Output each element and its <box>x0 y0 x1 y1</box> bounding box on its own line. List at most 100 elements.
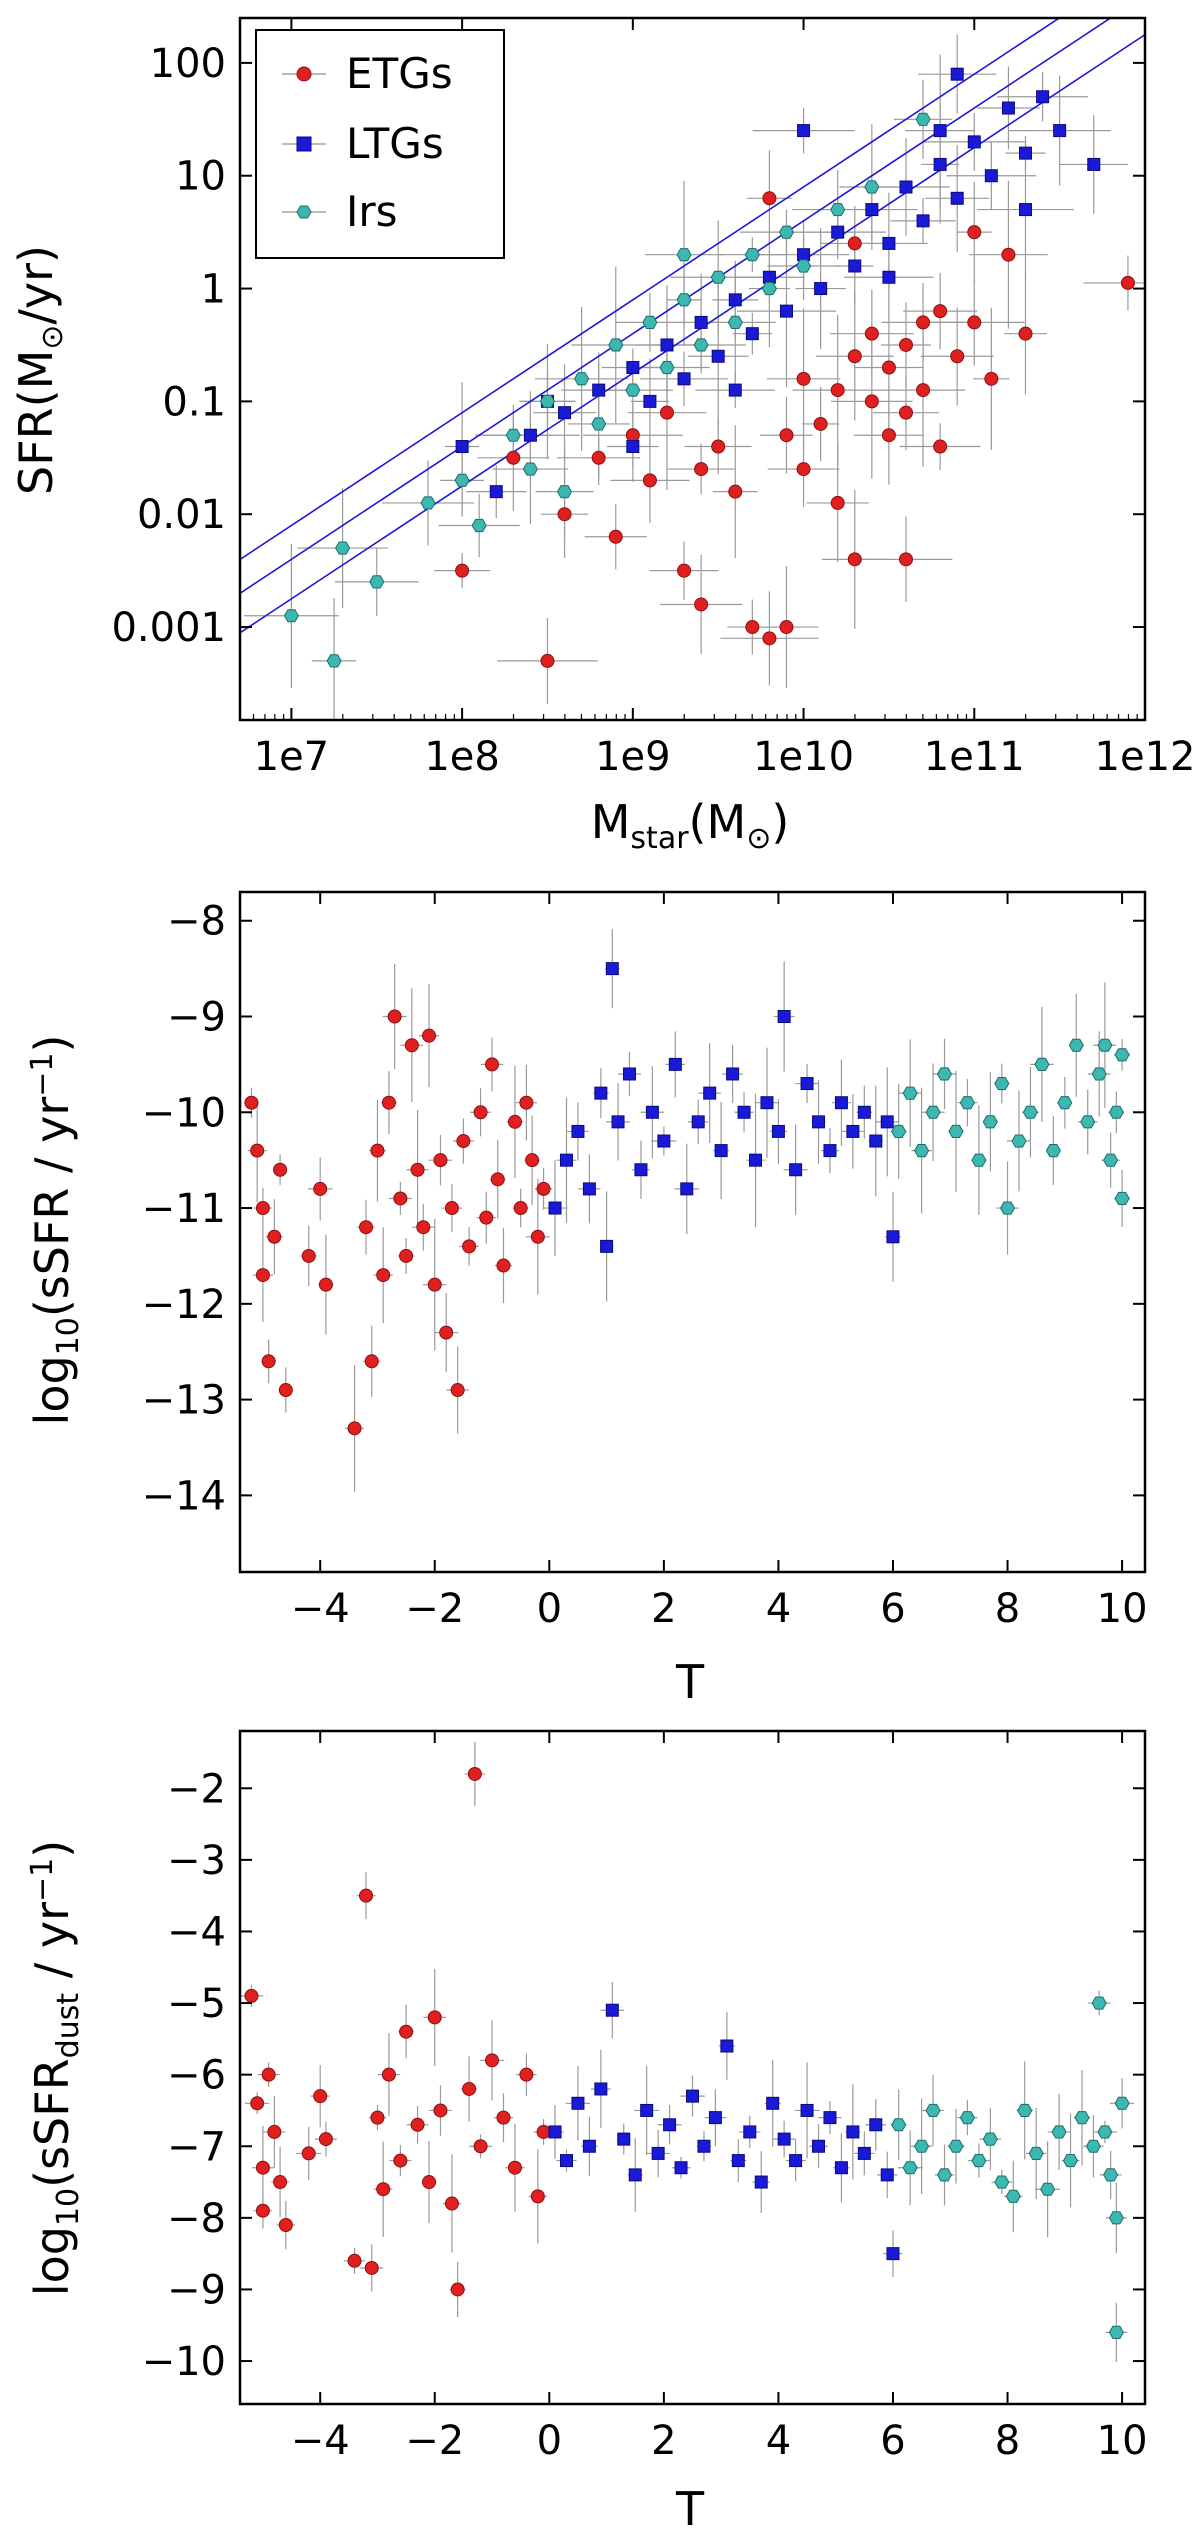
point-etgs <box>711 439 726 454</box>
y-tick-label: −9 <box>167 2267 226 2313</box>
point-etgs <box>984 371 999 386</box>
point-irs <box>864 180 880 194</box>
point-ltgs <box>691 1115 705 1129</box>
point-etgs <box>1001 247 1016 262</box>
point-ltgs <box>880 2168 894 2182</box>
legend-marker-etgs <box>296 66 312 82</box>
point-etgs <box>462 2081 477 2096</box>
point-ltgs <box>728 383 742 397</box>
point-ltgs <box>1036 90 1050 104</box>
point-irs <box>539 394 556 408</box>
y-tick-label: −11 <box>142 1186 226 1232</box>
point-irs <box>994 2175 1010 2189</box>
point-etgs <box>364 2260 379 2275</box>
point-ltgs <box>823 2111 837 2125</box>
point-ltgs <box>834 1096 848 1110</box>
point-ltgs <box>779 304 793 318</box>
point-ltgs <box>694 315 708 329</box>
point-irs <box>471 518 487 533</box>
point-etgs <box>387 1009 402 1024</box>
point-etgs <box>530 2189 545 2204</box>
point-ltgs <box>600 1239 614 1253</box>
point-ltgs <box>455 440 469 454</box>
point-irs <box>936 1067 953 1081</box>
point-irs <box>1103 1153 1119 1167</box>
point-irs <box>1062 2154 1079 2168</box>
x-tick-label: 1e8 <box>424 734 500 780</box>
point-etgs <box>540 653 555 668</box>
point-ltgs <box>571 2096 585 2110</box>
point-etgs <box>830 383 845 398</box>
point-etgs <box>625 428 640 443</box>
point-etgs <box>250 2096 265 2111</box>
point-ltgs <box>1087 157 1101 171</box>
point-etgs <box>779 620 794 635</box>
point-etgs <box>967 225 982 240</box>
legend-label-ltgs: LTGs <box>346 119 444 168</box>
point-ltgs <box>789 1163 803 1177</box>
point-etgs <box>796 462 811 477</box>
x-axis-label-1: Mstar(M⊙) <box>591 795 790 856</box>
point-etgs <box>381 1095 396 1110</box>
point-ltgs <box>984 169 998 183</box>
point-ltgs <box>703 1086 717 1100</box>
point-irs <box>326 654 342 668</box>
point-ltgs <box>933 124 947 138</box>
point-irs <box>971 2154 987 2168</box>
point-etgs <box>313 2089 328 2104</box>
point-irs <box>971 1153 987 1167</box>
point-etgs <box>318 2132 333 2147</box>
point-ltgs <box>916 214 930 228</box>
point-etgs <box>450 1383 465 1398</box>
x-tick-label: −4 <box>291 1586 350 1632</box>
point-ltgs <box>617 2132 631 2146</box>
legend-marker-ltgs <box>296 136 312 152</box>
panel-ssfr-dust-vs-type: −4 −2 0 2 4 6 8 10 −10 −9 −8 −7 −6 −5 −4 −3 −2 T log10(s… <box>25 1729 1148 2534</box>
y-tick-label: 0.001 <box>111 605 226 651</box>
point-etgs <box>591 450 606 465</box>
point-etgs <box>916 315 931 330</box>
point-ltgs <box>523 428 537 442</box>
point-irs <box>914 1144 930 1158</box>
point-ltgs <box>559 2154 573 2168</box>
x-tick-label: 1e12 <box>1095 734 1196 780</box>
point-irs <box>1057 1096 1073 1110</box>
point-ltgs <box>754 2175 768 2189</box>
point-ltgs <box>950 191 964 205</box>
point-irs <box>1091 1067 1107 1081</box>
x-tick-label: 1e9 <box>595 734 671 780</box>
y-tick-label: −2 <box>167 1766 226 1812</box>
point-etgs <box>255 2160 270 2175</box>
point-ltgs <box>789 2154 803 2168</box>
x-tick-label: 8 <box>995 1586 1020 1632</box>
point-etgs <box>525 1153 540 1168</box>
reference-line-lower <box>240 34 1145 634</box>
point-ltgs <box>660 338 674 352</box>
point-ltgs <box>771 1124 785 1138</box>
legend-entry-etgs: ETGs <box>282 49 453 98</box>
point-ltgs <box>1053 124 1067 138</box>
x-tick-label: 6 <box>880 2418 905 2464</box>
point-irs <box>761 282 777 296</box>
point-ltgs <box>797 124 811 138</box>
point-ltgs <box>749 1153 763 1167</box>
point-ltgs <box>950 67 964 81</box>
x-tick-label: 0 <box>537 2418 562 2464</box>
point-ltgs <box>697 2139 711 2153</box>
point-irs <box>505 428 521 442</box>
point-ltgs <box>1001 101 1015 115</box>
point-etgs <box>416 1220 431 1235</box>
point-irs <box>693 338 709 352</box>
point-irs <box>420 496 436 510</box>
point-ltgs <box>643 394 657 408</box>
point-etgs <box>762 191 777 206</box>
point-etgs <box>898 552 913 567</box>
point-ltgs <box>869 1134 883 1148</box>
point-ltgs <box>605 962 619 976</box>
point-etgs <box>427 2010 442 2025</box>
point-irs <box>283 609 299 623</box>
point-ltgs <box>967 135 981 149</box>
y-axis-label-1: SFR(M⊙/yr) <box>9 245 70 495</box>
point-irs <box>982 2132 998 2146</box>
